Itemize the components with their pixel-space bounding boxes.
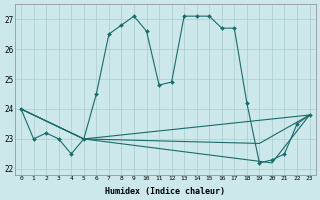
X-axis label: Humidex (Indice chaleur): Humidex (Indice chaleur) bbox=[105, 187, 225, 196]
